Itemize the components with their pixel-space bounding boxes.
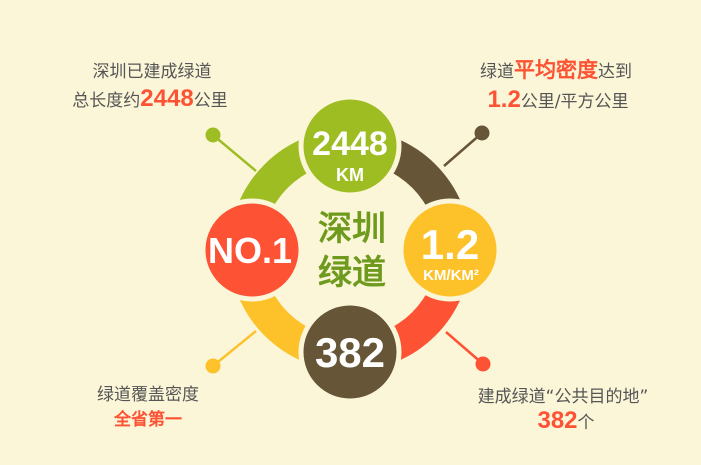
center-title-line1: 深圳 [318,209,386,249]
density-unit: KM/KM² [423,267,479,284]
caption-top-left-line2: 总长度约2448公里 [72,85,227,112]
pointer-line-bottom-left [212,330,257,367]
length-unit: KM [336,165,364,185]
center-title-line2: 绿道 [318,253,386,293]
circle-destinations [298,300,402,404]
caption-bottom-left-line1: 绿道覆盖密度 [97,385,199,405]
pointer-dot-top-left [205,127,221,143]
circle-density [398,198,502,302]
pointer-line-bottom-right [445,331,484,365]
circle-length [298,94,402,198]
destinations-value: 382 [315,329,385,376]
caption-bottom-right-line1: 建成绿道“公共目的地” [478,387,649,407]
density-value: 1.2 [421,221,479,268]
circle-rank [200,198,304,302]
length-value: 2448 [312,125,388,163]
pointer-dot-bottom-left [205,358,221,374]
caption-bottom-right-line2: 382个 [537,407,594,434]
caption-top-right-line1: 绿道平均密度达到 [480,58,632,82]
pointer-dot-bottom-right [475,356,491,372]
caption-bottom-left-line2: 全省第一 [113,409,182,429]
pointer-line-top-left [212,134,257,172]
pointer-line-top-right [443,132,483,167]
caption-top-left-line1: 深圳已建成绿道 [93,62,212,82]
caption-top-right-line2: 1.2公里/平方公里 [487,86,628,113]
rank-value: NO.1 [208,230,292,271]
pointer-dot-top-right [474,125,490,141]
